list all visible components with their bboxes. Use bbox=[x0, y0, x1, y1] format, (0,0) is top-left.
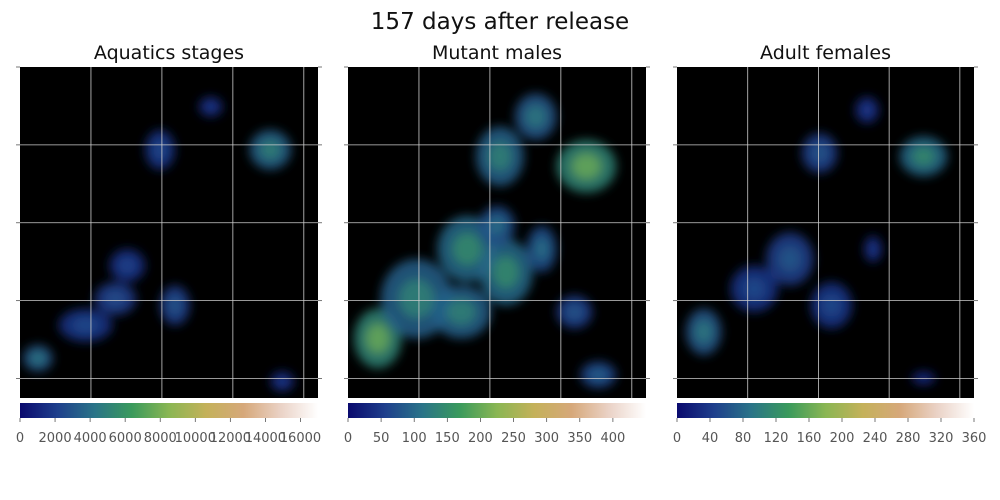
colorbar-tick-label: 120 bbox=[764, 431, 789, 446]
colorbar-tick-label: 400 bbox=[600, 431, 625, 446]
heatmap-background bbox=[677, 67, 974, 398]
colorbar-tick-label: 200 bbox=[830, 431, 855, 446]
heatmap-density bbox=[353, 93, 617, 389]
colorbar-tick-label: 320 bbox=[929, 431, 954, 446]
colorbar-tick-label: 16000 bbox=[280, 431, 321, 446]
density-core bbox=[488, 141, 512, 172]
colorbar bbox=[20, 403, 318, 418]
colorbar-tick-label: 10000 bbox=[175, 431, 216, 446]
density-core bbox=[534, 237, 550, 261]
density-core bbox=[694, 320, 713, 344]
density-core bbox=[152, 139, 168, 160]
colorbar-tick-label: 350 bbox=[567, 431, 592, 446]
density-core bbox=[810, 143, 829, 163]
density-core bbox=[167, 295, 183, 316]
density-core bbox=[492, 255, 520, 289]
colorbar-tick-label: 240 bbox=[863, 431, 888, 446]
density-core bbox=[868, 242, 878, 256]
density-core bbox=[276, 376, 289, 387]
heatmap-density bbox=[685, 96, 948, 385]
density-core bbox=[861, 103, 874, 117]
figure-title: 157 days after release bbox=[371, 9, 629, 35]
density-core bbox=[565, 303, 584, 321]
colorbar-tick-label: 50 bbox=[373, 431, 390, 446]
colorbar-tick-label: 6000 bbox=[109, 431, 142, 446]
gridlines bbox=[344, 66, 650, 398]
colorbar-tick-label: 40 bbox=[702, 431, 719, 446]
colorbar-tick-label: 280 bbox=[896, 431, 921, 446]
colorbar bbox=[677, 403, 974, 418]
colorbar-tick-label: 0 bbox=[16, 431, 24, 446]
colorbar-tick-label: 0 bbox=[344, 431, 352, 446]
density-core bbox=[365, 323, 390, 354]
colorbar-tick-label: 100 bbox=[402, 431, 427, 446]
density-core bbox=[452, 232, 483, 266]
colorbar-tick-label: 8000 bbox=[144, 431, 177, 446]
colorbar-tick-label: 160 bbox=[797, 431, 822, 446]
density-core bbox=[742, 277, 767, 301]
density-core bbox=[446, 298, 477, 326]
density-core bbox=[204, 101, 217, 112]
density-core bbox=[571, 153, 602, 180]
density-core bbox=[911, 146, 936, 167]
density-core bbox=[398, 278, 435, 319]
colorbar-tick-label: 0 bbox=[673, 431, 681, 446]
colorbar-tick-label: 150 bbox=[435, 431, 460, 446]
density-core bbox=[118, 257, 137, 274]
density-core bbox=[259, 139, 281, 160]
gridlines bbox=[16, 66, 322, 398]
colorbar bbox=[348, 403, 646, 418]
density-core bbox=[104, 290, 126, 307]
density-core bbox=[30, 351, 46, 365]
panel-1: Aquatics stages 0 2000 4000 6000 800010000120… bbox=[16, 42, 322, 446]
density-core bbox=[821, 293, 842, 317]
density-core bbox=[777, 245, 802, 273]
density-core bbox=[589, 368, 608, 382]
panel-title: Aquatics stages bbox=[94, 42, 244, 64]
colorbar-tick-label: 80 bbox=[735, 431, 752, 446]
colorbar-tick-label: 14000 bbox=[245, 431, 286, 446]
density-core bbox=[72, 316, 99, 334]
gridlines bbox=[673, 66, 978, 398]
panel-title: Adult females bbox=[760, 42, 891, 64]
colorbar-tick-label: 250 bbox=[501, 431, 526, 446]
colorbar-tick-label: 360 bbox=[962, 431, 987, 446]
density-core bbox=[488, 215, 506, 236]
heatmap-background bbox=[20, 67, 318, 398]
density-core bbox=[525, 105, 547, 129]
colorbar-tick-label: 4000 bbox=[74, 431, 107, 446]
panel-2: Mutant males 0 50 100 150 200 250 300 350 400 bbox=[344, 42, 650, 446]
panel-3: Adult females 0 40 80 120 160 200 240 280 320 360 bbox=[673, 42, 987, 446]
colorbar-tick-label: 12000 bbox=[210, 431, 251, 446]
colorbar-tick-label: 300 bbox=[534, 431, 559, 446]
panel-title: Mutant males bbox=[432, 42, 562, 64]
colorbar-tick-label: 200 bbox=[468, 431, 493, 446]
colorbar-tick-label: 2000 bbox=[39, 431, 72, 446]
